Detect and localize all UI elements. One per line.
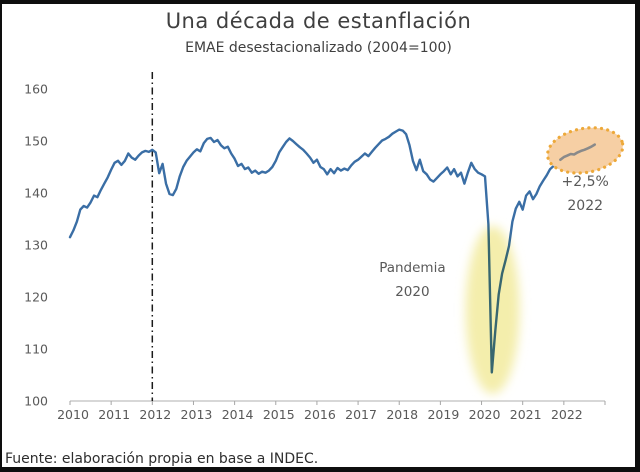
chart-subtitle: EMAE desestacionalizado (2004=100) — [185, 40, 452, 56]
y-tick-label-160: 160 — [24, 82, 48, 97]
x-tick-label-2018: 2018 — [386, 407, 418, 422]
x-tick-label-2012: 2012 — [139, 407, 171, 422]
x-tick-label-2020: 2020 — [469, 407, 501, 422]
emae-line-blue — [68, 128, 562, 374]
x-tick-label-2013: 2013 — [181, 407, 213, 422]
y-tick-label-100: 100 — [24, 394, 48, 409]
y-tick-label-140: 140 — [24, 186, 48, 201]
source-note: Fuente: elaboración propia en base a IND… — [5, 451, 319, 467]
x-tick-label-2015: 2015 — [263, 407, 295, 422]
x-tick-label-2010: 2010 — [57, 407, 89, 422]
x-tick-label-2017: 2017 — [345, 407, 377, 422]
emae-line-gray-2022 — [559, 143, 597, 161]
x-tick-label-2016: 2016 — [304, 407, 336, 422]
x-axis: 2010 2011 2012 2013 2014 2015 2016 2017 2018 2019… — [57, 400, 606, 422]
pandemic-annotation: Pandemia 2020 — [379, 260, 445, 300]
y-tick-label-110: 110 — [24, 342, 48, 357]
x-tick-label-2011: 2011 — [98, 407, 130, 422]
x-tick-label-2022: 2022 — [551, 407, 583, 422]
emae-data-line — [68, 128, 562, 374]
highlight-ellipses — [465, 126, 625, 394]
x-tick-label-2014: 2014 — [222, 407, 254, 422]
y-tick-label-150: 150 — [24, 134, 48, 149]
growth-annotation: +2,5% 2022 — [562, 174, 609, 214]
x-tick-label-2019: 2019 — [427, 407, 459, 422]
pandemic-highlight-ellipse — [465, 226, 520, 394]
y-axis: 100 110 120 130 140 150 160 — [24, 82, 48, 409]
chart-title: Una década de estanflación — [165, 9, 472, 33]
x-tick-label-2021: 2021 — [510, 407, 542, 422]
y-tick-label-130: 130 — [24, 238, 48, 253]
y-tick-label-120: 120 — [24, 290, 48, 305]
chart-annotations: Pandemia 2020 +2,5% 2022 — [379, 174, 609, 300]
